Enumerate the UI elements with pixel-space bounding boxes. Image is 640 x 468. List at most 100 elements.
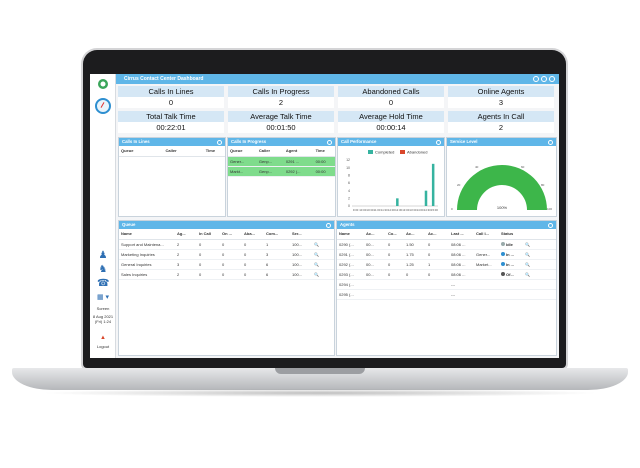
panel-title: Service Level: [447, 138, 556, 146]
table-cell: [426, 289, 449, 300]
column-header[interactable]: Queue: [119, 146, 164, 157]
x-tick-label: 10:00: [359, 208, 366, 212]
column-header[interactable]: Last ...: [449, 229, 474, 240]
column-header[interactable]: Queue: [228, 146, 257, 157]
magnifier-icon[interactable]: 🔍: [312, 249, 334, 260]
column-header[interactable]: Status: [499, 229, 523, 240]
table-row[interactable]: 0293 (... 00... 0 0 0 08:06 ... Of... 🔍: [337, 269, 556, 280]
column-header[interactable]: In Call: [197, 229, 220, 240]
stat-value: 00:01:50: [228, 122, 334, 133]
column-header[interactable]: On ...: [220, 229, 242, 240]
table-row[interactable]: 0291 (... 00... 0 1.75 0 08:06 ... Gener…: [337, 249, 556, 260]
column-header[interactable]: Ser...: [290, 229, 312, 240]
column-header[interactable]: Com...: [264, 229, 290, 240]
screen-select-icon[interactable]: ▦ ▾: [96, 294, 110, 301]
stat-calls-in-progress: Calls In Progress 2: [228, 86, 334, 110]
logout-icon[interactable]: ▲: [100, 335, 106, 341]
table-row[interactable]: Support and Maintena... 2 0 0 0 1 100...…: [119, 239, 334, 250]
table-cell: 100...: [290, 259, 312, 270]
table-row[interactable]: 0294 (... ---: [337, 279, 556, 290]
stat-value: 3: [448, 97, 554, 108]
table-cell: 00...: [364, 249, 386, 260]
table-row[interactable]: Gener... Genp... 0291 ... 00:00: [228, 156, 335, 167]
panel-settings-icon[interactable]: [326, 222, 331, 228]
column-header[interactable]: Ac...: [426, 229, 449, 240]
table-cell: 0: [220, 249, 242, 260]
panel-settings-icon[interactable]: [217, 139, 222, 145]
magnifier-icon[interactable]: 🔍: [312, 259, 334, 270]
table-cell: 0: [197, 239, 220, 250]
table-row[interactable]: General Inquiries 3 0 0 0 6 100... 🔍: [119, 259, 334, 270]
status-cell: [499, 279, 523, 290]
refresh-icon[interactable]: [541, 76, 547, 82]
agents-panel: Agents Name Ac... Co... Ac... Ac... Last…: [336, 220, 557, 356]
column-header[interactable]: Ag...: [175, 229, 197, 240]
table-row[interactable]: 0292 (... 00... 0 1.25 1 08:06 ... Marke…: [337, 259, 556, 270]
column-header[interactable]: Call I...: [474, 229, 499, 240]
stat-calls-in-lines: Calls In Lines 0: [118, 86, 224, 110]
magnifier-icon[interactable]: 🔍: [523, 259, 556, 270]
column-header[interactable]: Aba...: [242, 229, 264, 240]
settings-icon[interactable]: [533, 76, 539, 82]
stat-label: Online Agents: [448, 86, 554, 97]
magnifier-icon[interactable]: 🔍: [312, 269, 334, 280]
gauge-value-label: 100%: [497, 205, 508, 210]
status-cell: Of...: [499, 269, 523, 280]
column-header[interactable]: Co...: [386, 229, 404, 240]
legend-completed-swatch: [368, 150, 373, 154]
panel-settings-icon[interactable]: [548, 139, 553, 145]
user-settings-icon[interactable]: ♞: [98, 264, 108, 275]
phone-icon[interactable]: ☎: [97, 278, 110, 289]
column-header[interactable]: Ac...: [364, 229, 386, 240]
bar-completed[interactable]: [431, 163, 435, 206]
column-header[interactable]: Ac...: [404, 229, 426, 240]
table-row[interactable]: Marketing Inquiries 2 0 0 0 3 100... 🔍: [119, 249, 334, 260]
x-tick-label: 13:00: [402, 208, 409, 212]
table-cell: 1.50: [404, 239, 426, 250]
table-cell: Marketing Inquiries: [119, 249, 175, 260]
table-cell: 0: [426, 249, 449, 260]
table-cell: 0: [404, 269, 426, 280]
logout-link[interactable]: Logout: [96, 344, 110, 349]
column-header[interactable]: Name: [119, 229, 175, 240]
table-cell: 0: [197, 269, 220, 280]
expand-icon[interactable]: [549, 76, 555, 82]
column-header[interactable]: Caller: [256, 146, 284, 157]
table-cell: [364, 289, 386, 300]
panel-settings-icon[interactable]: [327, 139, 332, 145]
y-tick-label: 8: [348, 174, 350, 178]
bar-completed[interactable]: [424, 190, 428, 206]
stat-label: Agents In Call: [448, 111, 554, 122]
dashboard-gauge-icon[interactable]: [95, 98, 111, 114]
service-level-panel: Service Level 100% 0 20 40 60 80 100: [446, 137, 557, 217]
table-row[interactable]: Markt... Genp... 0292 (... 00:00: [228, 166, 335, 177]
table-cell: [523, 279, 556, 290]
column-header[interactable]: Time: [313, 146, 335, 157]
table-row[interactable]: Sales Inquiries 2 0 0 0 6 100... 🔍: [119, 269, 334, 280]
column-header[interactable]: Agent: [283, 146, 314, 157]
table-cell: [426, 279, 449, 290]
table-row[interactable]: 0295 (... ---: [337, 289, 556, 300]
gauge-tick: 60: [521, 165, 525, 169]
chart-axis: 0 2 4 6 8 10 12 9:30 10:00 10:30 11:00 11:30 12:00 12…: [346, 158, 438, 212]
table-cell: 00:00: [313, 156, 335, 167]
column-header[interactable]: Caller: [163, 146, 204, 157]
magnifier-icon[interactable]: 🔍: [523, 239, 556, 250]
column-header: [312, 229, 334, 240]
gauge-arc: [457, 165, 547, 210]
laptop-base: [12, 368, 628, 390]
user-group-icon[interactable]: ♟: [98, 250, 108, 261]
magnifier-icon[interactable]: 🔍: [523, 269, 556, 280]
magnifier-icon[interactable]: 🔍: [523, 249, 556, 260]
column-header[interactable]: Time: [203, 146, 225, 157]
x-tick-label: 9:30: [353, 208, 359, 212]
panel-settings-icon[interactable]: [548, 222, 553, 228]
bar-completed[interactable]: [396, 198, 399, 206]
table-row[interactable]: 0290 (... 00... 0 1.50 0 08:06 ... Idle …: [337, 239, 556, 250]
magnifier-icon[interactable]: 🔍: [312, 239, 334, 250]
status-in-call-icon: [501, 252, 505, 257]
table-cell: 2: [175, 239, 197, 250]
gauge-tick: 40: [475, 165, 479, 169]
column-header[interactable]: Name: [337, 229, 364, 240]
panel-settings-icon[interactable]: [436, 139, 441, 145]
